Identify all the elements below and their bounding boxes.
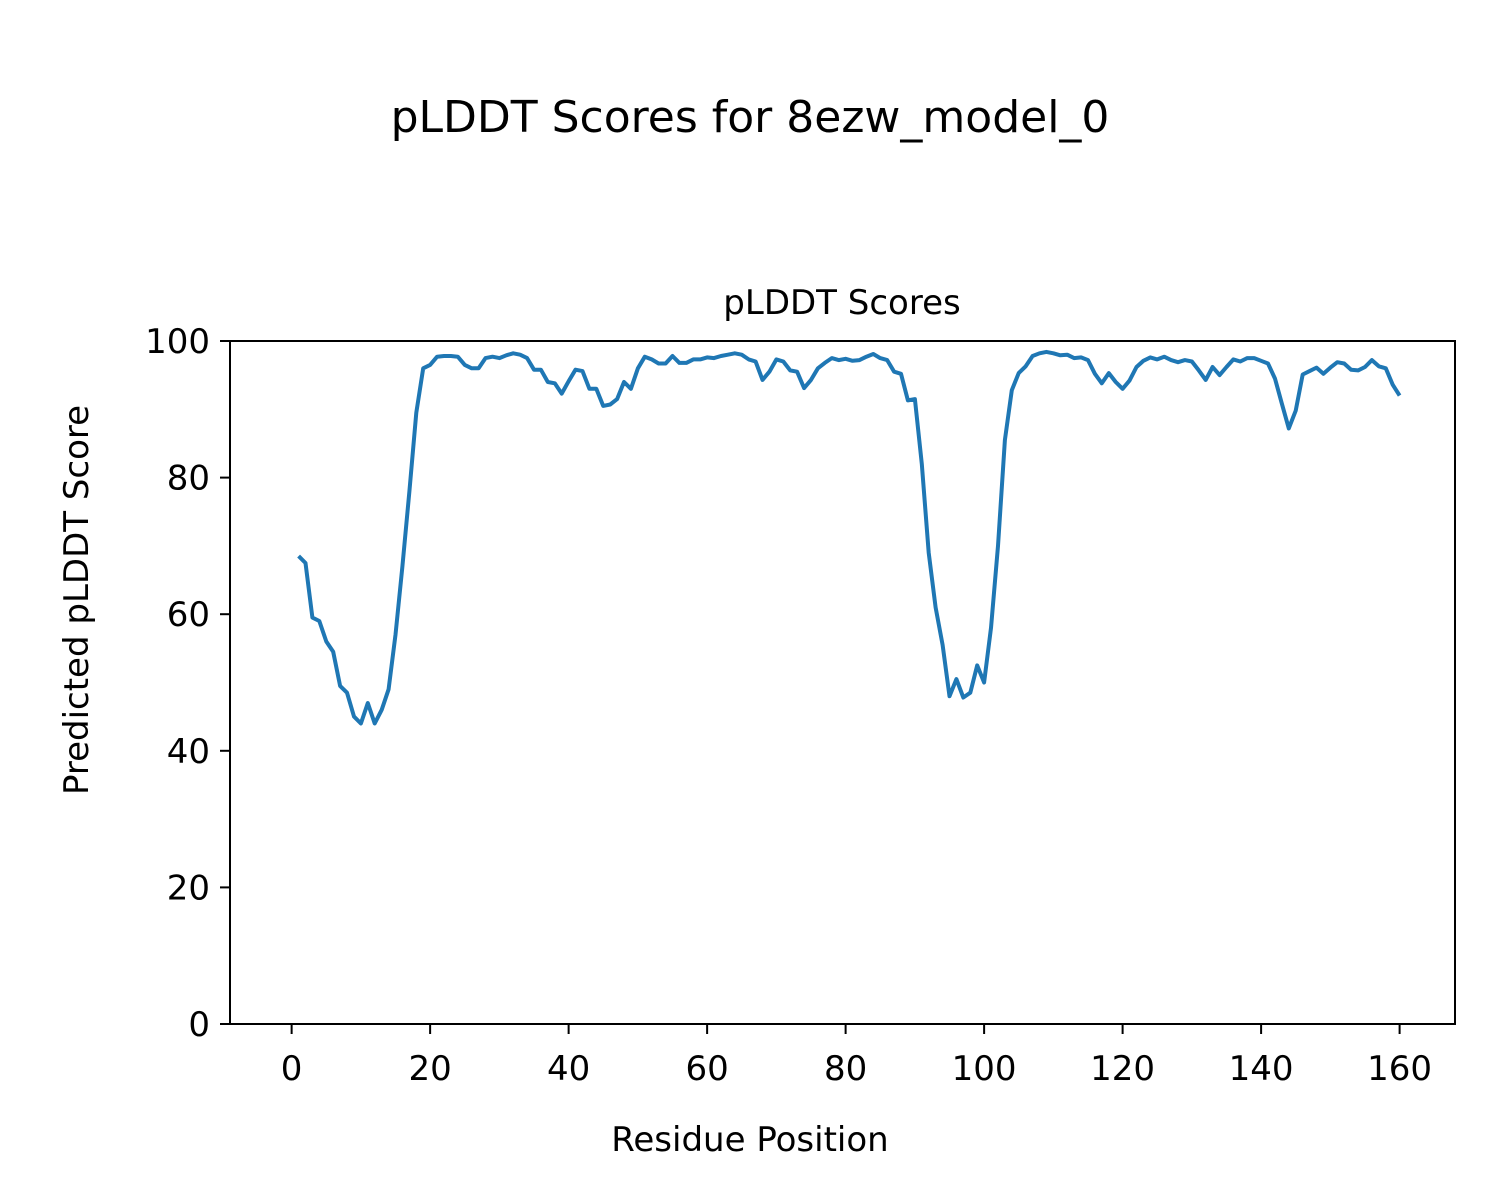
- x-axis-ticks: 0 20 40 60 80 100 120 140 160: [281, 1024, 1432, 1089]
- plot-title: pLDDT Scores: [723, 283, 960, 323]
- y-tick-label: 0: [188, 1005, 210, 1045]
- y-axis-ticks: 0 20 40 60 80 100: [145, 322, 230, 1045]
- x-tick-label: 0: [281, 1049, 303, 1089]
- plot-frame: [229, 340, 1456, 1025]
- x-tick-label: 160: [1367, 1049, 1432, 1089]
- x-tick-label: 100: [952, 1049, 1017, 1089]
- x-axis-label: Residue Position: [611, 1120, 888, 1160]
- figure-title: pLDDT Scores for 8ezw_model_0: [390, 92, 1110, 143]
- y-tick-label: 60: [167, 595, 210, 635]
- x-tick-label: 120: [1090, 1049, 1155, 1089]
- plddt-series-line: [297, 349, 1402, 726]
- x-tick-label: 140: [1229, 1049, 1294, 1089]
- y-tick-label: 80: [167, 459, 210, 499]
- y-tick-label: 100: [145, 322, 210, 362]
- y-tick-label: 20: [167, 868, 210, 908]
- x-tick-label: 40: [547, 1049, 590, 1089]
- y-axis-label: Predicted pLDDT Score: [57, 405, 97, 795]
- x-tick-label: 20: [408, 1049, 451, 1089]
- y-tick-label: 40: [167, 732, 210, 772]
- x-tick-label: 60: [685, 1049, 728, 1089]
- x-tick-label: 80: [824, 1049, 867, 1089]
